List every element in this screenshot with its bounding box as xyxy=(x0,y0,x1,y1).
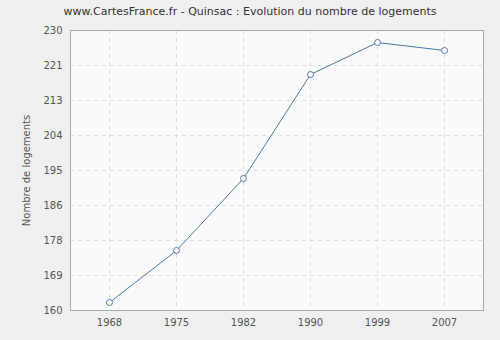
svg-text:213: 213 xyxy=(43,95,62,106)
svg-text:230: 230 xyxy=(43,25,62,36)
svg-text:Nombre de logements: Nombre de logements xyxy=(21,115,32,226)
svg-text:169: 169 xyxy=(43,270,62,281)
html-text:www.CartesFrance.fr - Quinsac: www.CartesFrance.fr - Quinsac : Evolutio… xyxy=(63,5,437,18)
svg-text:186: 186 xyxy=(43,200,62,211)
svg-text:1968: 1968 xyxy=(97,317,122,328)
svg-text:2007: 2007 xyxy=(432,317,457,328)
svg-text:1982: 1982 xyxy=(231,317,256,328)
svg-text:160: 160 xyxy=(43,305,62,316)
svg-text:195: 195 xyxy=(43,165,62,176)
svg-text:204: 204 xyxy=(43,130,62,141)
svg-text:1999: 1999 xyxy=(365,317,390,328)
svg-text:221: 221 xyxy=(43,60,62,71)
svg-text:178: 178 xyxy=(43,235,62,246)
svg-text:1975: 1975 xyxy=(164,317,189,328)
svg-text:1990: 1990 xyxy=(298,317,323,328)
